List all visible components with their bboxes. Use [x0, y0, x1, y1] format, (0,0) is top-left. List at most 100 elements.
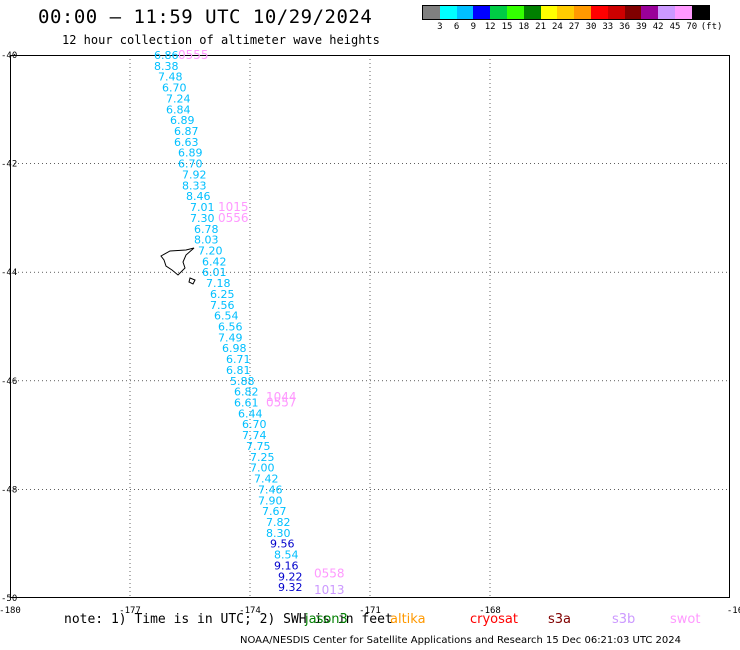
legend-swatch	[624, 6, 642, 19]
wave-height-reading: 6.25	[210, 288, 235, 301]
legend-swatch	[557, 6, 575, 19]
wave-height-reading: 9.16	[274, 559, 299, 572]
latitude-tick-label: -44	[1, 268, 17, 278]
legend-label: 15	[501, 22, 513, 32]
pass-time-label: 1013	[314, 583, 345, 597]
wave-height-reading: 8.03	[194, 234, 219, 247]
latitude-tick-label: -42	[1, 160, 17, 170]
wave-height-reading: 9.22	[278, 570, 303, 583]
latitude-tick-label: -46	[1, 377, 17, 387]
legend-label: 45	[669, 22, 681, 32]
wave-height-reading: 6.71	[226, 353, 251, 366]
legend-label: 6	[453, 22, 460, 32]
legend-color-bar	[422, 5, 710, 20]
wave-height-reading: 6.89	[178, 147, 203, 160]
wave-height-reading: 6.44	[238, 407, 263, 420]
pass-time-label: 1015	[218, 200, 249, 214]
legend-label: 36	[619, 22, 631, 32]
wave-height-reading: 7.18	[206, 277, 231, 290]
legend-swatch	[490, 6, 507, 19]
longitude-tick-label: -171	[359, 606, 381, 616]
altimeter-track: 6.868.387.486.707.246.846.896.876.636.89…	[154, 49, 303, 594]
latitude-tick-label: -50	[1, 594, 17, 604]
wave-height-reading: 6.70	[162, 82, 187, 95]
wave-height-reading: 6.86	[154, 49, 179, 62]
wave-height-reading: 8.33	[182, 179, 207, 192]
wave-height-reading: 7.01	[190, 201, 215, 214]
wave-height-reading: 6.42	[202, 255, 227, 268]
wave-height-reading: 8.38	[154, 60, 179, 73]
note-text: note: 1) Time is in UTC; 2) SWH is in fe…	[64, 612, 393, 627]
satellite-legend-cryosat: cryosat	[470, 612, 518, 627]
wave-height-reading: 7.67	[262, 505, 287, 518]
wave-height-reading: 7.56	[210, 299, 235, 312]
wave-height-reading: 6.63	[174, 136, 199, 149]
wave-height-reading: 6.81	[226, 364, 251, 377]
wave-height-reading: 7.46	[258, 483, 283, 496]
map-title: 00:00 – 11:59 UTC 10/29/2024	[38, 6, 373, 28]
wave-height-reading: 8.46	[186, 190, 211, 203]
pass-time-label: 0558	[314, 567, 345, 581]
legend-swatch	[607, 6, 625, 19]
legend-swatch	[674, 6, 692, 19]
legend-label: 12	[484, 22, 496, 32]
wave-height-reading: 8.54	[274, 549, 299, 562]
legend-label: 39	[635, 22, 647, 32]
wave-height-reading: 7.92	[182, 168, 207, 181]
wave-height-reading: 6.78	[194, 223, 219, 236]
wave-height-reading: 6.54	[214, 310, 239, 323]
legend-swatch	[574, 6, 591, 19]
legend-label: 27	[568, 22, 580, 32]
legend-label: 9	[470, 22, 477, 32]
legend-label: 42	[652, 22, 664, 32]
legend-label: 24	[551, 22, 563, 32]
legend-swatch	[456, 6, 474, 19]
wave-height-reading: 8.30	[266, 527, 291, 540]
wave-height-reading: 6.89	[170, 114, 195, 127]
satellite-legend-swot: swot	[670, 612, 701, 627]
legend-labels: 3 6 9 12 15 18 21 24 27 30 33 36 39 42 45 70 (ft)	[422, 20, 722, 34]
wave-height-reading: 6.70	[242, 418, 267, 431]
wave-height-reading: 7.25	[250, 451, 275, 464]
legend-label: 70	[686, 22, 698, 32]
legend-label: 33	[602, 22, 614, 32]
legend-swatch	[590, 6, 608, 19]
legend-label: 21	[535, 22, 547, 32]
legend-swatch	[523, 6, 541, 19]
wave-height-legend: 3 6 9 12 15 18 21 24 27 30 33 36 39 42 45 70 (ft)	[422, 5, 722, 34]
legend-swatch	[423, 6, 440, 19]
footer-credit: NOAA/NESDIS Center for Satellite Applica…	[240, 635, 682, 646]
latitude-tick-label: -48	[1, 485, 17, 495]
legend-swatch	[641, 6, 659, 19]
satellite-legend-s3b: s3b	[612, 612, 636, 627]
longitude-tick-label: -174	[239, 606, 261, 616]
longitude-tick-label: -16	[727, 606, 740, 616]
axis-labels: -180 -177 -174 -171 -168 -16 -40 -42 -44 -46 -48 -5…	[0, 51, 740, 616]
lat-lon-grid	[10, 55, 730, 598]
pass-time-label: 0556	[218, 211, 249, 225]
wave-height-reading: 6.98	[222, 342, 247, 355]
wave-height-reading: 7.74	[242, 429, 267, 442]
wave-height-reading: 7.20	[198, 244, 223, 257]
legend-swatch	[473, 6, 491, 19]
satellite-legend-altika: altika	[390, 612, 426, 627]
satellite-legend-jason3: jason3	[305, 612, 348, 627]
wave-height-reading: 6.61	[234, 397, 259, 410]
pass-time-label: 0555	[178, 48, 209, 62]
wave-height-reading: 7.30	[190, 212, 215, 225]
legend-swatch	[691, 6, 709, 19]
wave-height-reading: 7.49	[218, 331, 243, 344]
legend-label: 30	[585, 22, 597, 32]
pass-time-label: 1044	[266, 390, 297, 404]
wave-height-reading: 9.32	[278, 581, 303, 594]
wave-height-reading: 7.42	[254, 473, 279, 486]
wave-height-reading: 7.75	[246, 440, 271, 453]
wave-height-reading: 7.82	[266, 516, 291, 529]
legend-swatch	[658, 6, 675, 19]
wave-height-reading: 6.82	[234, 386, 259, 399]
wave-height-reading: 6.70	[178, 158, 203, 171]
legend-swatch	[540, 6, 558, 19]
pitt-island	[188, 277, 196, 285]
wave-height-reading: 6.56	[218, 321, 243, 334]
wave-height-reading: 7.00	[250, 462, 275, 475]
